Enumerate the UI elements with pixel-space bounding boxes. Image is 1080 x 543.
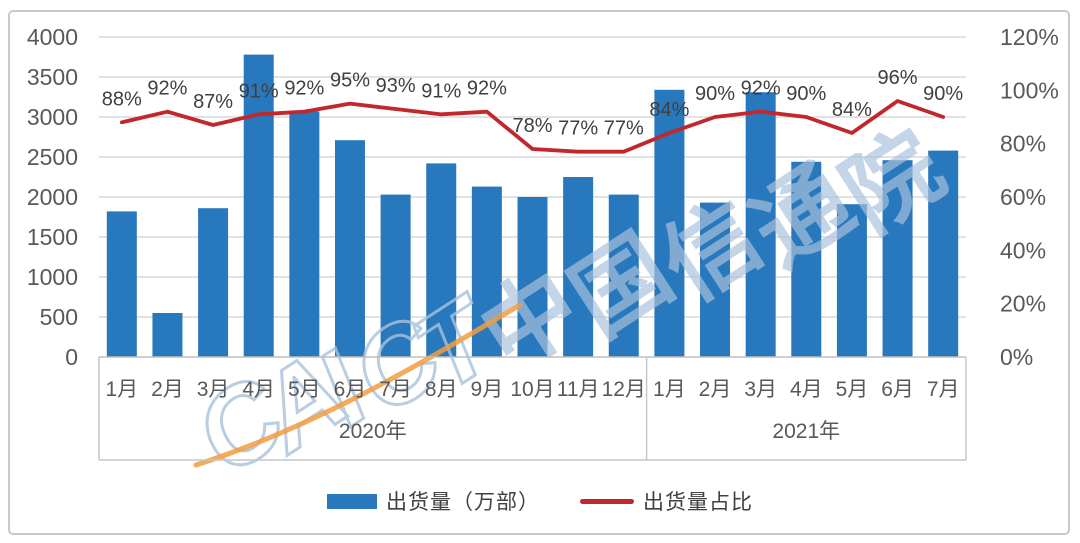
data-labels: 88% 92%87% 91% 92% 95% 93% 91% 92%78% 77% 77%84%9… <box>102 67 964 140</box>
left-axis-tick: 0 <box>65 344 78 370</box>
bar <box>289 111 320 358</box>
data-label: 92% <box>467 78 507 100</box>
line-series-swatch-icon <box>580 498 634 504</box>
right-axis-labels: 120% 100% 80% 60% 40% 20% 0% <box>1000 24 1059 370</box>
data-label: 78% <box>512 115 552 137</box>
data-label: 91% <box>421 80 461 102</box>
bar <box>882 160 913 357</box>
data-label: 92% <box>147 78 187 100</box>
bar <box>426 163 457 357</box>
month-label: 3月 <box>744 378 777 401</box>
month-labels: 1月 2月 3月 4月 5月 6月 7月 8月 9月 10月 11月 12月 1月 2月 3月 4月 5月 6月 7… <box>105 378 959 401</box>
month-label: 12月 <box>602 378 646 401</box>
left-axis-tick: 500 <box>40 304 78 330</box>
bar <box>836 204 867 357</box>
month-label: 2月 <box>699 378 732 401</box>
month-label: 5月 <box>836 378 869 401</box>
bar <box>106 211 137 357</box>
month-label: 2月 <box>151 378 184 401</box>
left-axis-tick: 3500 <box>27 64 78 90</box>
data-label: 90% <box>786 83 826 105</box>
trend-line <box>119 99 946 154</box>
bar <box>700 202 731 357</box>
month-label: 3月 <box>197 378 230 401</box>
bar <box>563 177 594 357</box>
month-label: 6月 <box>881 378 914 401</box>
watermark-swoosh-icon <box>193 302 523 468</box>
month-label: 8月 <box>425 378 458 401</box>
bar <box>928 150 959 357</box>
bar-series-swatch-icon <box>327 493 377 509</box>
data-label: 90% <box>695 83 735 105</box>
month-label: 5月 <box>288 378 321 401</box>
bar <box>791 161 822 357</box>
data-label: 90% <box>923 83 963 105</box>
bar <box>380 194 411 357</box>
data-label: 84% <box>832 99 872 121</box>
left-axis-tick: 2000 <box>27 184 78 210</box>
left-axis-labels: 4000 3500 3000 2500 2000 1500 1000 500 0 <box>27 24 78 370</box>
data-label: 88% <box>102 88 142 110</box>
right-axis-tick: 120% <box>1000 24 1059 50</box>
left-axis-tick: 1000 <box>27 264 78 290</box>
bar <box>334 140 365 357</box>
legend-label-shipments: 出货量（万部） <box>386 491 540 514</box>
left-axis-tick: 4000 <box>27 24 78 50</box>
right-axis-tick: 60% <box>1000 184 1046 210</box>
month-label: 6月 <box>334 378 367 401</box>
legend-label-share: 出货量占比 <box>643 491 753 514</box>
right-axis-tick: 100% <box>1000 77 1059 103</box>
bar <box>608 194 639 357</box>
month-label: 1月 <box>105 378 138 401</box>
legend-item-share: 出货量占比 <box>580 486 753 516</box>
left-axis-tick: 3000 <box>27 104 78 130</box>
year-label: 2021年 <box>772 420 840 443</box>
data-label: 96% <box>878 67 918 89</box>
month-label: 4月 <box>242 378 275 401</box>
left-axis-tick: 1500 <box>27 224 78 250</box>
right-axis-tick: 20% <box>1000 291 1046 317</box>
data-label: 87% <box>193 91 233 113</box>
legend-item-shipments: 出货量（万部） <box>327 486 540 516</box>
month-label: 9月 <box>471 378 504 401</box>
data-label: 84% <box>649 99 689 121</box>
data-label: 95% <box>330 70 370 92</box>
month-label: 10月 <box>510 378 554 401</box>
bar <box>198 208 229 357</box>
chart-legend: 出货量（万部） 出货量占比 <box>0 486 1080 516</box>
data-label: 91% <box>239 80 279 102</box>
data-label: 77% <box>604 118 644 140</box>
bar-series <box>106 54 959 358</box>
month-label: 4月 <box>790 378 823 401</box>
month-label: 11月 <box>557 378 600 401</box>
data-label: 77% <box>558 118 598 140</box>
left-axis-tick: 2500 <box>27 144 78 170</box>
year-label: 2020年 <box>339 420 407 443</box>
data-label: 93% <box>376 75 416 97</box>
month-label: 1月 <box>653 378 686 401</box>
bar <box>152 313 183 357</box>
bar <box>517 197 548 357</box>
data-label: 92% <box>284 78 324 100</box>
month-label: 7月 <box>927 378 960 401</box>
bar <box>745 92 776 357</box>
month-label: 7月 <box>379 378 412 401</box>
bar <box>243 54 274 357</box>
right-axis-tick: 80% <box>1000 131 1046 157</box>
right-axis-tick: 40% <box>1000 237 1046 263</box>
data-label: 92% <box>741 78 781 100</box>
right-axis-tick: 0% <box>1000 344 1033 370</box>
